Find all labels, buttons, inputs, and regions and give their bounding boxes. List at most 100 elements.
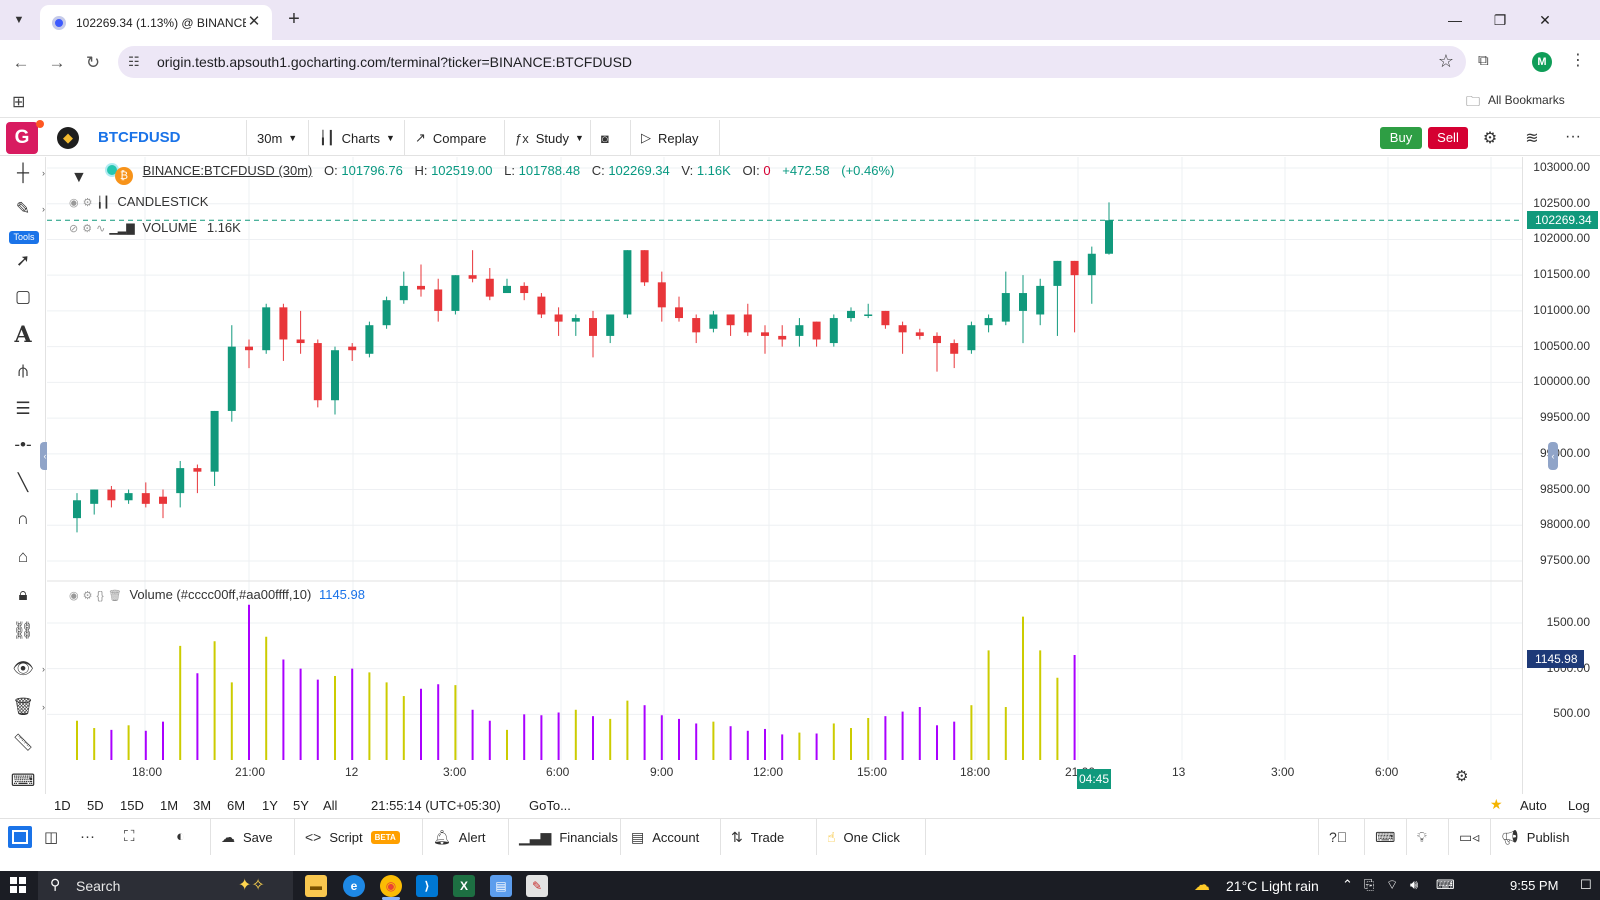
- chart-clock[interactable]: 21:55:14 (UTC+05:30): [371, 798, 501, 813]
- browser-tab[interactable]: 102269.34 (1.13%) @ BINANCE: ✕: [40, 5, 272, 40]
- settings-gear-icon[interactable]: ⚙: [82, 590, 93, 602]
- vscode-icon[interactable]: ⟩: [416, 875, 438, 897]
- tab-close-icon[interactable]: ✕: [247, 13, 261, 30]
- more-layouts-icon[interactable]: ···: [80, 828, 95, 845]
- pitchfork-icon[interactable]: ⫛: [17, 361, 29, 380]
- auto-scale-toggle[interactable]: Auto: [1520, 798, 1547, 813]
- gocharting-logo[interactable]: G: [6, 122, 38, 154]
- edge-icon[interactable]: e: [343, 875, 365, 897]
- legend-collapse-chevron-icon[interactable]: ▼: [71, 169, 87, 186]
- keyboard-button[interactable]: ⌨: [1364, 819, 1406, 855]
- legend-symbol[interactable]: BINANCE:BTCFDUSD (30m): [142, 163, 313, 178]
- horizontal-line-icon[interactable]: -•-: [14, 435, 32, 454]
- price-axis[interactable]: 103000.00 102500.00 102000.00 101500.00 1010…: [1522, 157, 1600, 805]
- replay-button[interactable]: ▷ Replay: [630, 120, 720, 156]
- study-dropdown[interactable]: ƒx Study ▼: [504, 120, 590, 156]
- taskbar-clock[interactable]: 9:55 PM: [1510, 878, 1559, 893]
- compare-button[interactable]: ↗ Compare: [404, 120, 504, 156]
- bookmark-star-icon[interactable]: ☆: [1437, 51, 1454, 71]
- buy-button[interactable]: Buy: [1380, 127, 1422, 149]
- chart-area[interactable]: ▼ ₿ BINANCE:BTCFDUSD (30m) O: 101796.76 …: [47, 157, 1522, 805]
- sell-button[interactable]: Sell: [1428, 127, 1468, 149]
- keyboard-layout-icon[interactable]: ⌨: [1436, 877, 1455, 892]
- ruler-icon[interactable]: 📏︎: [12, 733, 34, 752]
- weather-text[interactable]: 21°C Light rain: [1226, 878, 1319, 894]
- window-close-icon[interactable]: ✕: [1539, 12, 1551, 28]
- all-bookmarks-link[interactable]: All Bookmarks: [1488, 93, 1565, 107]
- eye-icon[interactable]: ◉: [69, 590, 79, 602]
- eye-off-icon[interactable]: ⊘: [69, 223, 79, 235]
- site-info-icon[interactable]: ☷: [128, 54, 140, 69]
- financials-button[interactable]: ▁▃▆ Financials: [508, 819, 620, 855]
- snapshot-button[interactable]: ◙: [590, 120, 630, 156]
- tf-1d[interactable]: 1D: [54, 798, 71, 813]
- lock-drawings-icon[interactable]: ⌂: [17, 547, 29, 566]
- eye-icon[interactable]: 👁︎ ›: [12, 659, 45, 678]
- browser-menu-icon[interactable]: ⋮: [1570, 52, 1586, 69]
- tf-all[interactable]: All: [323, 798, 338, 813]
- new-tab-plus-icon[interactable]: +: [288, 8, 300, 30]
- price-chart[interactable]: [47, 157, 1522, 805]
- timeframe-dropdown[interactable]: 30m ▼: [246, 120, 308, 156]
- charts-dropdown[interactable]: ╽┃ Charts ▼: [308, 120, 404, 156]
- address-bar[interactable]: ☷ origin.testb.apsouth1.gocharting.com/t…: [118, 46, 1466, 78]
- settings-gear-icon[interactable]: ⚙: [82, 197, 93, 209]
- lock-icon[interactable]: 🔒︎: [18, 585, 28, 604]
- device-icon[interactable]: ⎘: [1364, 877, 1375, 892]
- alert-button[interactable]: 🔔︎ Alert: [422, 819, 508, 855]
- profile-avatar[interactable]: M: [1532, 52, 1552, 72]
- reload-icon[interactable]: ↻: [85, 53, 101, 72]
- cursor-mode-icon[interactable]: ⌨: [10, 771, 36, 790]
- tf-3m[interactable]: 3M: [193, 798, 212, 813]
- speaker-icon[interactable]: 🔊︎: [1410, 877, 1419, 892]
- goto-button[interactable]: GoTo...: [529, 798, 571, 813]
- right-panel-collapse-handle[interactable]: ‹: [1548, 442, 1558, 470]
- one-click-button[interactable]: ☝ One Click: [816, 819, 926, 855]
- layers-icon[interactable]: ≋: [1525, 130, 1539, 147]
- trash-icon[interactable]: 🗑︎: [107, 590, 122, 602]
- chrome-icon[interactable]: ◉: [380, 875, 402, 897]
- trade-button[interactable]: ⇅ Trade: [720, 819, 816, 855]
- tab-search-chevron-icon[interactable]: ▼: [13, 14, 25, 26]
- more-options-icon[interactable]: ···: [1565, 128, 1581, 145]
- text-icon[interactable]: A: [14, 322, 32, 348]
- symbol-search[interactable]: BTCFDUSD: [98, 129, 181, 146]
- rectangle-icon[interactable]: ▢: [14, 287, 32, 306]
- file-explorer-icon[interactable]: ▬: [305, 875, 327, 897]
- windows-start-icon[interactable]: [10, 877, 26, 893]
- publish-button[interactable]: 📢︎ Publish: [1490, 819, 1600, 855]
- tf-6m[interactable]: 6M: [227, 798, 246, 813]
- taskbar-search[interactable]: ⚲ Search ✦✧: [38, 871, 293, 900]
- forward-arrow-icon[interactable]: →: [48, 53, 66, 72]
- notepad-icon[interactable]: ▤: [490, 875, 512, 897]
- account-button[interactable]: ▤ Account: [620, 819, 720, 855]
- paint-icon[interactable]: ✎: [526, 875, 548, 897]
- split-layout-icon[interactable]: ◫: [44, 829, 59, 846]
- log-scale-toggle[interactable]: Log: [1568, 798, 1590, 813]
- video-button[interactable]: ▭◃: [1448, 819, 1490, 855]
- tf-1y[interactable]: 1Y: [262, 798, 278, 813]
- url-text[interactable]: origin.testb.apsouth1.gocharting.com/ter…: [157, 54, 633, 70]
- fullscreen-icon[interactable]: ⛶: [124, 828, 135, 845]
- trash-icon[interactable]: 🗑︎ ›: [12, 697, 45, 716]
- script-button[interactable]: <> Script BETA: [294, 819, 422, 855]
- tf-5y[interactable]: 5Y: [293, 798, 309, 813]
- notifications-icon[interactable]: ☐: [1580, 877, 1592, 892]
- crosshair-icon[interactable]: ┼ ›: [16, 163, 45, 182]
- pointer-arrow-icon[interactable]: ➚: [15, 251, 31, 270]
- minimize-icon[interactable]: —: [1448, 12, 1462, 28]
- pencil-icon[interactable]: ✎ ›: [15, 199, 45, 218]
- favorite-star-icon[interactable]: ★: [1490, 796, 1503, 812]
- magnet-icon[interactable]: ∩: [16, 509, 30, 528]
- code-icon[interactable]: {}: [96, 590, 104, 602]
- link-icon[interactable]: ⛓: [12, 621, 34, 640]
- eye-icon[interactable]: ◉: [69, 197, 79, 209]
- tf-15d[interactable]: 15D: [120, 798, 144, 813]
- left-panel-collapse-handle[interactable]: ‹: [40, 442, 50, 470]
- theme-palette-icon[interactable]: ◐: [176, 828, 186, 845]
- tf-1m[interactable]: 1M: [160, 798, 179, 813]
- chart-settings-gear-icon[interactable]: ⚙: [1455, 768, 1469, 785]
- idea-button[interactable]: 💡︎: [1406, 819, 1448, 855]
- restore-icon[interactable]: ❐: [1493, 12, 1507, 28]
- settings-gear-icon[interactable]: ⚙: [1482, 130, 1498, 147]
